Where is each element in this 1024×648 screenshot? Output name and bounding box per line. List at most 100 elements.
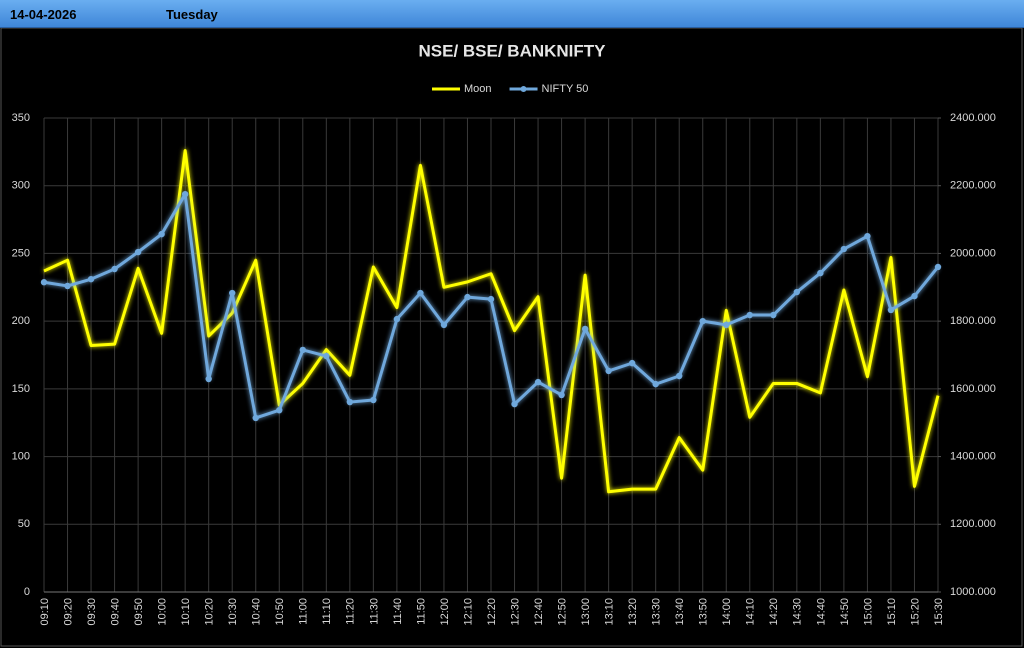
x-tick-label: 11:30	[368, 598, 380, 625]
data-point	[464, 293, 471, 301]
x-tick-label: 10:00	[157, 598, 169, 626]
y-tick-label: 0	[24, 586, 30, 598]
data-point	[723, 321, 730, 329]
y-tick-label: 250	[12, 247, 30, 259]
x-tick-label: 10:50	[274, 598, 286, 626]
x-tick-label: 13:30	[651, 598, 663, 626]
y2-tick-label: 1200.000	[950, 518, 996, 530]
data-point	[558, 391, 565, 399]
x-tick-label: 10:40	[251, 598, 263, 626]
x-tick-label: 15:20	[909, 598, 921, 626]
chart: NSE/ BSE/ BANKNIFTY 0 50 100 150 200 250 300 35…	[0, 28, 1023, 647]
y-tick-label: 50	[18, 518, 30, 530]
data-point	[605, 367, 612, 375]
x-tick-label: 13:40	[674, 598, 686, 626]
data-point	[770, 311, 777, 319]
data-point	[911, 292, 918, 300]
data-point	[581, 325, 589, 333]
data-point	[181, 190, 189, 198]
x-tick-label: 14:00	[721, 598, 733, 626]
date: 14-04-2026	[10, 7, 77, 22]
data-point	[934, 263, 942, 271]
x-tick-label: 11:50	[415, 598, 427, 625]
x-tick-label: 11:20	[345, 598, 357, 625]
x-tick-label: 14:10	[745, 598, 757, 626]
data-point	[252, 414, 259, 422]
x-tick-label: 15:30	[933, 598, 945, 626]
data-point	[699, 317, 706, 325]
x-tick-label: 10:30	[227, 598, 239, 626]
x-tick-label: 12:20	[486, 598, 498, 626]
x-tick-label: 13:00	[580, 598, 592, 626]
data-point	[64, 282, 71, 290]
x-tick-label: 14:40	[815, 598, 827, 626]
data-point	[652, 380, 659, 388]
y-tick-label: 200	[12, 315, 30, 327]
data-point	[864, 232, 871, 240]
x-tick-label: 10:20	[204, 598, 216, 626]
x-tick-label: 09:40	[109, 598, 121, 626]
legend-label: NIFTY 50	[542, 83, 589, 95]
legend-marker	[520, 86, 527, 92]
data-point	[299, 346, 306, 354]
x-tick-label: 09:30	[86, 598, 98, 626]
day: Tuesday	[166, 7, 218, 22]
x-tick-label: 12:40	[533, 598, 545, 626]
y2-tick-label: 1800.000	[950, 315, 996, 327]
y2-tick-label: 2000.000	[950, 247, 996, 259]
data-point	[229, 289, 236, 297]
data-point	[205, 375, 212, 383]
data-point	[393, 315, 401, 323]
data-point	[323, 352, 330, 360]
x-tick-label: 14:30	[792, 598, 804, 626]
x-tick-label: 15:00	[862, 598, 874, 626]
x-tick-label: 11:10	[321, 598, 333, 625]
data-point	[87, 275, 95, 283]
data-point	[370, 396, 377, 404]
data-point	[487, 295, 495, 303]
x-tick-label: 12:00	[439, 598, 451, 626]
x-tick-label: 13:50	[698, 598, 710, 626]
y-tick-label: 350	[12, 112, 30, 124]
data-point	[793, 288, 801, 296]
y-tick-label: 100	[12, 450, 30, 462]
data-point	[158, 230, 165, 238]
data-point	[440, 321, 448, 329]
x-tick-label: 11:40	[392, 598, 404, 625]
legend: Moon NIFTY 50	[432, 83, 588, 95]
data-point	[111, 265, 118, 273]
header-bar: 14-04-2026 Tuesday	[0, 0, 1024, 28]
data-point	[746, 311, 753, 319]
x-tick-label: 11:00	[298, 598, 310, 625]
data-point	[887, 306, 895, 314]
data-point	[276, 406, 283, 414]
data-point	[534, 378, 542, 386]
data-point	[511, 400, 518, 408]
data-point	[817, 269, 824, 277]
x-tick-label: 14:20	[768, 598, 780, 626]
data-point	[417, 289, 424, 297]
data-point	[346, 398, 354, 406]
x-tick-label: 12:50	[556, 598, 568, 626]
x-tick-label: 10:10	[180, 598, 192, 626]
data-point	[134, 248, 142, 256]
x-tick-label: 09:10	[39, 598, 51, 626]
y2-tick-label: 1400.000	[950, 450, 996, 462]
chart-frame	[0, 28, 1023, 647]
y2-tick-label: 1600.000	[950, 383, 996, 395]
x-tick-label: 13:10	[604, 598, 616, 626]
y-tick-label: 300	[12, 180, 30, 192]
x-tick-label: 13:20	[627, 598, 639, 626]
data-point	[628, 359, 636, 367]
data-point	[676, 372, 683, 380]
x-tick-label: 14:50	[839, 598, 851, 626]
y-tick-label: 150	[12, 383, 30, 395]
legend-label: Moon	[464, 83, 492, 95]
x-tick-label: 09:50	[133, 598, 145, 626]
y2-tick-label: 2200.000	[950, 180, 996, 192]
x-tick-label: 12:10	[462, 598, 474, 626]
x-tick-label: 12:30	[509, 598, 521, 626]
chart-title: NSE/ BSE/ BANKNIFTY	[418, 41, 606, 60]
y2-tick-label: 2400.000	[950, 112, 996, 124]
